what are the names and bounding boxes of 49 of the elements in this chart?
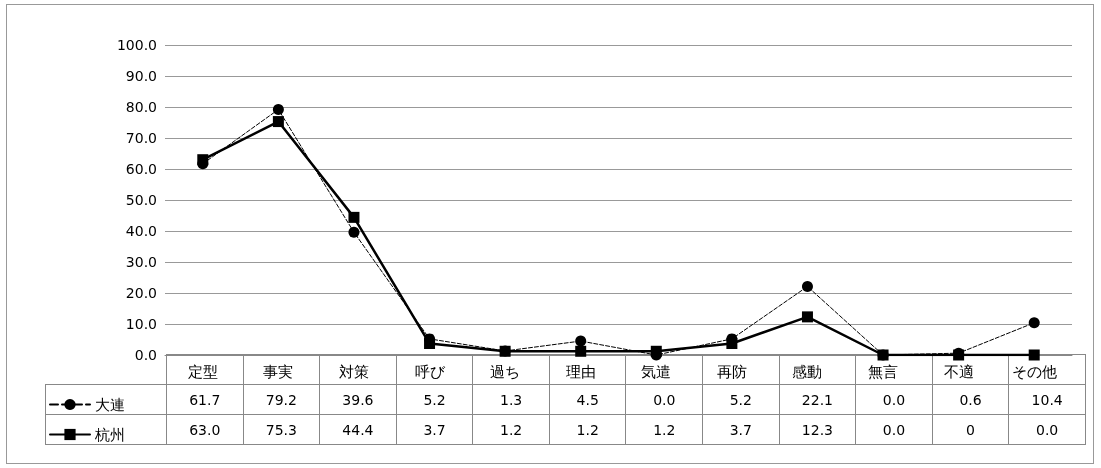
x-tick-label: 無言 xyxy=(868,362,899,381)
data-label: 0 xyxy=(932,414,1009,445)
data-label: 5.2 xyxy=(702,384,780,415)
data-label: 1.3 xyxy=(472,384,550,415)
x-tick-label: 不適 xyxy=(943,362,974,381)
data-label: 10.4 xyxy=(1008,384,1086,415)
data-label: 39.6 xyxy=(319,384,397,415)
data-label: 3.7 xyxy=(396,414,473,445)
y-tick-label: 30.0 xyxy=(125,254,157,270)
data-label: 44.4 xyxy=(319,414,397,445)
data-label: 0.0 xyxy=(855,384,933,415)
y-tick-label: 0.0 xyxy=(134,347,157,363)
data-label: 63.0 xyxy=(166,414,244,445)
data-label: 3.7 xyxy=(702,414,780,445)
y-tick-label: 40.0 xyxy=(125,223,157,239)
y-tick-label: 90.0 xyxy=(125,68,157,84)
x-tick-label: 事実 xyxy=(263,362,294,381)
x-tick-label: 再防 xyxy=(716,362,747,381)
data-label: 1.2 xyxy=(549,414,626,445)
data-label: 0.0 xyxy=(855,414,933,445)
x-tick-label: 呼び xyxy=(414,362,446,381)
x-tick-label: 理由 xyxy=(565,362,596,381)
x-tick-label: 対策 xyxy=(338,362,369,381)
x-tick-label: 気遣 xyxy=(641,362,672,381)
legend-label: 大連 xyxy=(95,395,125,414)
x-tick-label: 定型 xyxy=(187,362,218,381)
data-label: 0.0 xyxy=(1008,414,1086,445)
data-label: 4.5 xyxy=(549,384,626,415)
legend-label: 杭州 xyxy=(94,425,125,444)
data-label: 1.2 xyxy=(625,414,703,445)
data-label: 79.2 xyxy=(243,384,320,415)
x-tick-label: 感動 xyxy=(792,362,823,381)
y-tick-label: 80.0 xyxy=(125,99,157,115)
y-tick-label: 60.0 xyxy=(125,161,157,177)
y-tick-label: 50.0 xyxy=(125,192,157,208)
x-tick-label: その他 xyxy=(1011,362,1057,381)
data-label: 61.7 xyxy=(166,384,244,415)
y-tick-label: 10.0 xyxy=(125,316,157,332)
data-label: 1.2 xyxy=(472,414,550,445)
data-label: 75.3 xyxy=(243,414,320,445)
data-label: 12.3 xyxy=(779,414,856,445)
y-tick-label: 100.0 xyxy=(116,37,157,53)
data-label: 22.1 xyxy=(779,384,856,415)
data-label: 0.6 xyxy=(932,384,1009,415)
y-tick-label: 20.0 xyxy=(125,285,157,301)
data-label: 5.2 xyxy=(396,384,473,415)
data-label: 0.0 xyxy=(625,384,703,415)
x-tick-label: 過ち xyxy=(490,362,521,381)
y-tick-label: 70.0 xyxy=(125,130,157,146)
